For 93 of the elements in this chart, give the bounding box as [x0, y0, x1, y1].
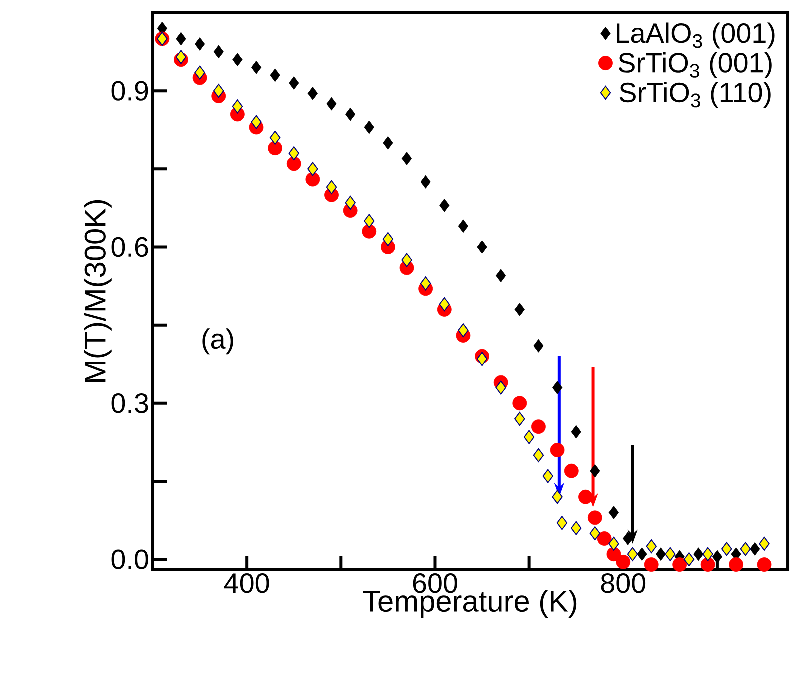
point	[514, 412, 526, 426]
point	[514, 303, 525, 316]
point	[364, 214, 375, 228]
point	[750, 542, 760, 556]
point	[590, 464, 600, 478]
point	[556, 516, 568, 530]
text: 0.0	[112, 550, 148, 570]
point	[740, 542, 752, 556]
point	[477, 240, 488, 254]
point	[496, 380, 506, 395]
point	[326, 180, 338, 194]
point	[440, 198, 450, 212]
point	[286, 156, 302, 172]
annotation: (a)	[202, 328, 234, 355]
point	[623, 532, 634, 546]
point	[571, 425, 582, 439]
point	[458, 324, 469, 338]
point	[345, 196, 356, 210]
point	[729, 558, 744, 572]
point	[289, 76, 300, 90]
y-tick-label: 0.3	[112, 394, 148, 414]
x-tick-label: 800	[601, 574, 646, 594]
point	[608, 506, 620, 520]
point	[550, 443, 565, 458]
x-tick-label: 400	[224, 574, 270, 594]
point	[251, 60, 262, 74]
point	[194, 66, 206, 80]
point	[684, 552, 695, 567]
point	[251, 115, 262, 130]
point	[326, 97, 337, 111]
point	[524, 430, 535, 444]
point	[383, 136, 394, 150]
point	[542, 469, 554, 484]
point	[420, 276, 432, 291]
point	[496, 269, 506, 283]
point	[213, 84, 224, 98]
point	[702, 547, 714, 562]
point	[564, 464, 579, 478]
point	[712, 550, 723, 564]
point	[597, 532, 612, 546]
point	[345, 108, 356, 122]
point	[578, 490, 593, 504]
point	[757, 558, 772, 572]
y-tick-label: 0.9	[112, 81, 148, 101]
point	[616, 554, 631, 570]
point	[759, 536, 770, 551]
point	[214, 45, 224, 59]
point	[176, 50, 187, 64]
point	[721, 542, 732, 556]
point	[644, 558, 659, 572]
legend-label: SrTiO$_{3}$ (001)	[618, 52, 772, 78]
y-axis-title: M(T)/M(300K)	[84, 200, 112, 382]
point	[270, 68, 280, 82]
point	[570, 521, 582, 536]
point	[439, 298, 450, 312]
point	[590, 526, 601, 541]
point	[627, 547, 638, 562]
point	[270, 130, 281, 145]
point	[512, 396, 528, 411]
point	[306, 172, 320, 187]
point	[665, 547, 676, 562]
point	[232, 100, 244, 114]
point	[552, 381, 563, 394]
point	[458, 220, 469, 234]
point	[476, 352, 488, 366]
point	[534, 339, 544, 353]
point	[552, 490, 563, 504]
point	[232, 53, 243, 67]
legend-label: SrTiO$_{3}$ (110)	[620, 82, 771, 108]
point	[402, 253, 412, 268]
point	[362, 224, 377, 239]
point	[532, 420, 546, 434]
point	[608, 536, 620, 551]
y-tick-label: 0.6	[112, 237, 148, 258]
point	[364, 120, 374, 134]
point	[700, 558, 716, 572]
point	[308, 162, 318, 176]
point	[176, 32, 186, 46]
point	[533, 448, 544, 462]
point	[194, 38, 206, 51]
point	[382, 232, 394, 246]
legend-label: LaAlO$_{3}$ (001)	[617, 22, 775, 49]
point	[637, 548, 648, 562]
point	[694, 548, 704, 562]
point	[308, 86, 318, 100]
point	[402, 152, 412, 166]
point	[646, 540, 657, 554]
point	[268, 141, 283, 156]
point	[656, 548, 666, 562]
point	[588, 510, 602, 526]
point	[420, 175, 431, 189]
point	[288, 146, 300, 161]
point	[672, 558, 688, 572]
